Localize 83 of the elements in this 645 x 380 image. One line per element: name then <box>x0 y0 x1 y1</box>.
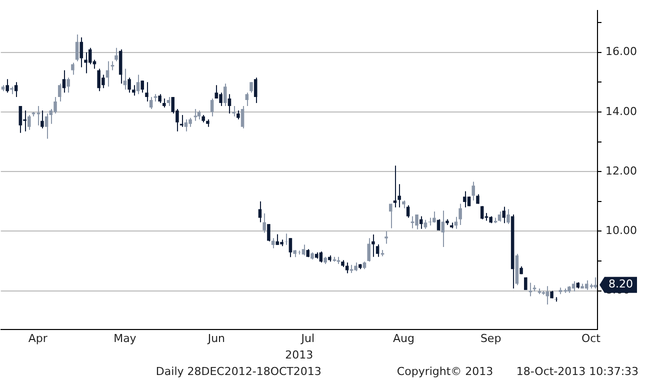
candlestick <box>18 106 22 134</box>
candlestick <box>498 211 502 222</box>
candlestick <box>40 110 44 129</box>
y-tick-label: 12.00 <box>606 164 638 178</box>
candlestick <box>14 82 18 98</box>
candlestick <box>75 34 79 62</box>
candlestick <box>232 106 236 117</box>
candlestick <box>132 84 136 96</box>
x-tick-label: May <box>114 332 137 346</box>
candlestick <box>528 282 533 297</box>
candlestick <box>193 108 198 122</box>
candlestick <box>288 238 292 258</box>
x-tick-label: Oct <box>581 332 602 346</box>
candlestick <box>506 208 510 225</box>
candlestick <box>262 212 266 234</box>
candlestick <box>376 244 380 258</box>
text: Daily 28DEC2012-18OCT2013 <box>156 364 322 378</box>
text: Copyright© 2013 <box>396 364 494 378</box>
x-tick-label: Jun <box>206 332 226 346</box>
candlestick <box>62 70 66 94</box>
candlestick <box>594 276 597 289</box>
candlestick <box>123 68 127 90</box>
candlestick <box>66 77 70 94</box>
candlestick <box>441 210 445 248</box>
candlestick <box>406 204 410 218</box>
candlestick <box>480 206 484 220</box>
candlestick <box>184 118 188 132</box>
candlestick <box>214 84 218 100</box>
candlestick <box>23 110 26 132</box>
candlestick <box>219 92 222 106</box>
candlestick <box>223 83 227 106</box>
candlestick <box>393 165 397 208</box>
text: 8.20 <box>608 278 634 291</box>
candlestick <box>136 74 140 95</box>
candlestick <box>58 83 62 102</box>
candlestick <box>572 280 576 292</box>
candlestick <box>84 52 88 74</box>
candlestick <box>80 36 84 68</box>
candlestick <box>476 194 480 204</box>
candlestick <box>372 234 375 258</box>
candlestick <box>458 203 462 226</box>
candlestick <box>228 94 232 114</box>
candlestick <box>415 214 418 230</box>
x-axis-title: 2013 <box>285 348 314 362</box>
candlestick <box>384 230 388 244</box>
x-tick-label: Apr <box>28 332 48 346</box>
candlestick <box>106 60 110 88</box>
candlestick <box>210 98 214 117</box>
candlestick <box>463 190 466 208</box>
candlestick <box>250 82 253 94</box>
candlestick <box>345 262 349 274</box>
x-tick-label: Sep <box>480 332 502 346</box>
candlestick <box>44 112 48 140</box>
x-tick-label: Jul <box>300 332 315 346</box>
candlestick <box>114 47 118 62</box>
y-tick-label: 16.00 <box>606 45 638 58</box>
candlestick <box>254 77 258 104</box>
candlestick <box>240 106 244 129</box>
candlestick <box>118 48 122 84</box>
candlestick <box>258 200 262 223</box>
candlestick <box>284 233 288 246</box>
candlestick <box>502 206 506 224</box>
x-tick-label: Aug <box>392 332 414 346</box>
candlestick <box>302 244 306 256</box>
candlestick <box>145 82 148 102</box>
candlestick <box>140 80 144 94</box>
candlestick <box>410 216 415 229</box>
candlestick <box>180 114 184 128</box>
candlestick <box>71 62 74 76</box>
y-tick-label: 14.00 <box>606 104 638 118</box>
candlestick <box>367 238 370 262</box>
candlestick <box>36 106 41 126</box>
y-tick-label: 10.00 <box>606 224 638 238</box>
candlestick <box>388 203 392 229</box>
candlestick <box>245 92 249 106</box>
candlestick <box>436 218 440 231</box>
candlestick <box>472 181 476 202</box>
candlestick <box>267 224 270 242</box>
candlestick <box>6 78 9 94</box>
text: 18-Oct-2013 10:37:33 <box>516 364 639 378</box>
candlestick <box>128 77 131 94</box>
candlestick <box>149 96 153 110</box>
candlestick <box>28 114 31 130</box>
